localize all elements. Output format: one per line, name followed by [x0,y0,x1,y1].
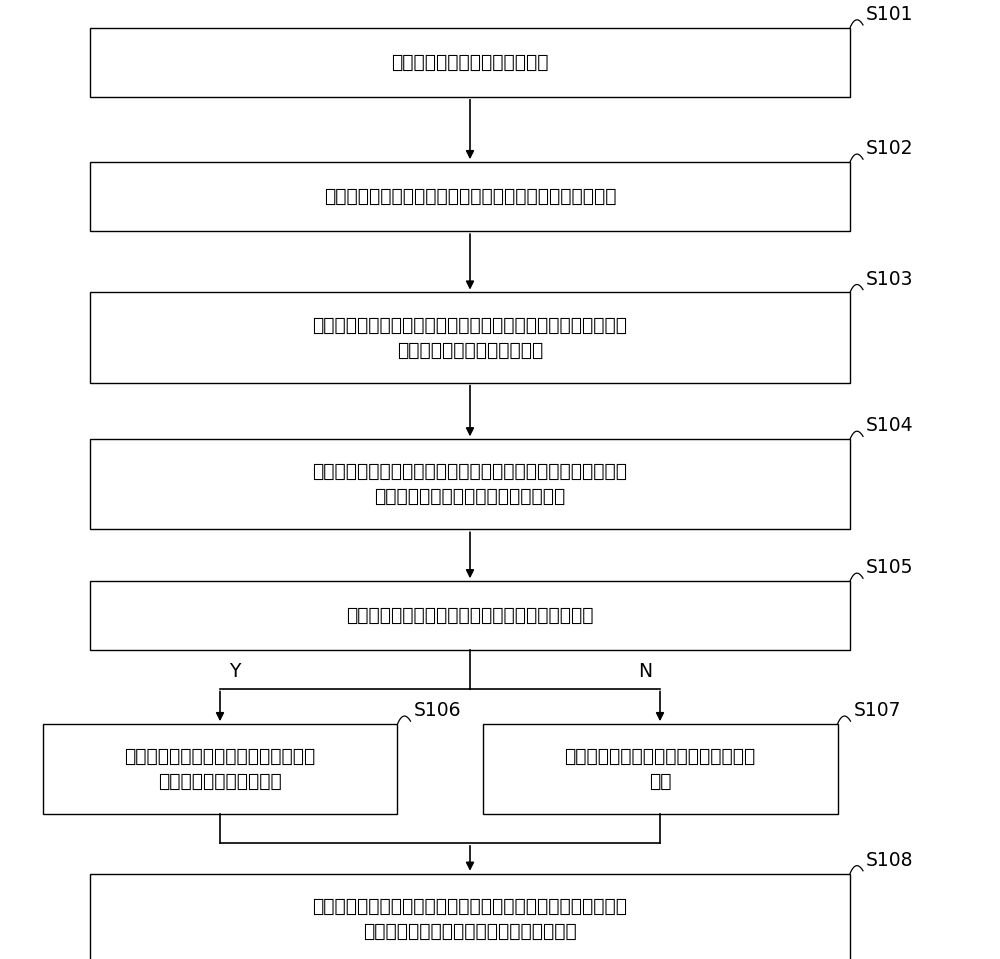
Text: 将搜索出的第一瓦片地图文件和第二瓦
片地图文件进行加载显示: 将搜索出的第一瓦片地图文件和第二瓦 片地图文件进行加载显示 [124,747,316,791]
FancyBboxPatch shape [90,28,850,97]
Text: S101: S101 [866,5,914,24]
Text: S104: S104 [866,416,914,435]
Text: S103: S103 [866,269,914,289]
FancyBboxPatch shape [90,439,850,529]
Text: 当监听到游戏地图的拖拽事件时，获取游戏地图的移动数据: 当监听到游戏地图的拖拽事件时，获取游戏地图的移动数据 [324,187,616,206]
FancyBboxPatch shape [90,162,850,231]
Text: 对游戏地图的拖拽事件进行监听: 对游戏地图的拖拽事件进行监听 [391,53,549,72]
Text: 将搜索出的第一瓦片地图文件进行加载
显示: 将搜索出的第一瓦片地图文件进行加载 显示 [564,747,756,791]
Text: S108: S108 [866,851,914,870]
FancyBboxPatch shape [43,724,397,814]
Text: N: N [638,662,652,681]
Text: 根据移动数据，计算出屏幕可见区域的中心点坐标映射至游戏地
图后得到的第一游戏地图坐标: 根据移动数据，计算出屏幕可见区域的中心点坐标映射至游戏地 图后得到的第一游戏地图… [312,316,628,360]
Text: S106: S106 [414,701,461,720]
FancyBboxPatch shape [90,874,850,959]
Text: S105: S105 [866,558,914,577]
Text: S107: S107 [854,701,901,720]
Text: 判断屏幕可见区域是否覆盖至少一个第二瓦片地图: 判断屏幕可见区域是否覆盖至少一个第二瓦片地图 [346,606,594,625]
Text: S102: S102 [866,139,914,158]
Text: 当判断出瓦片地图的位置不落入当前屏幕可见区域中时，则对该
瓦片地图不做瓦片地图文件的加载显示操作: 当判断出瓦片地图的位置不落入当前屏幕可见区域中时，则对该 瓦片地图不做瓦片地图文… [312,897,628,941]
Text: Y: Y [229,662,241,681]
Text: 确定出第一游戏地图坐标所处的第一瓦片地图以及计算出第一瓦
片地图的第一位置行数和第一位置列数: 确定出第一游戏地图坐标所处的第一瓦片地图以及计算出第一瓦 片地图的第一位置行数和… [312,462,628,506]
FancyBboxPatch shape [90,581,850,650]
FancyBboxPatch shape [483,724,838,814]
FancyBboxPatch shape [90,292,850,383]
